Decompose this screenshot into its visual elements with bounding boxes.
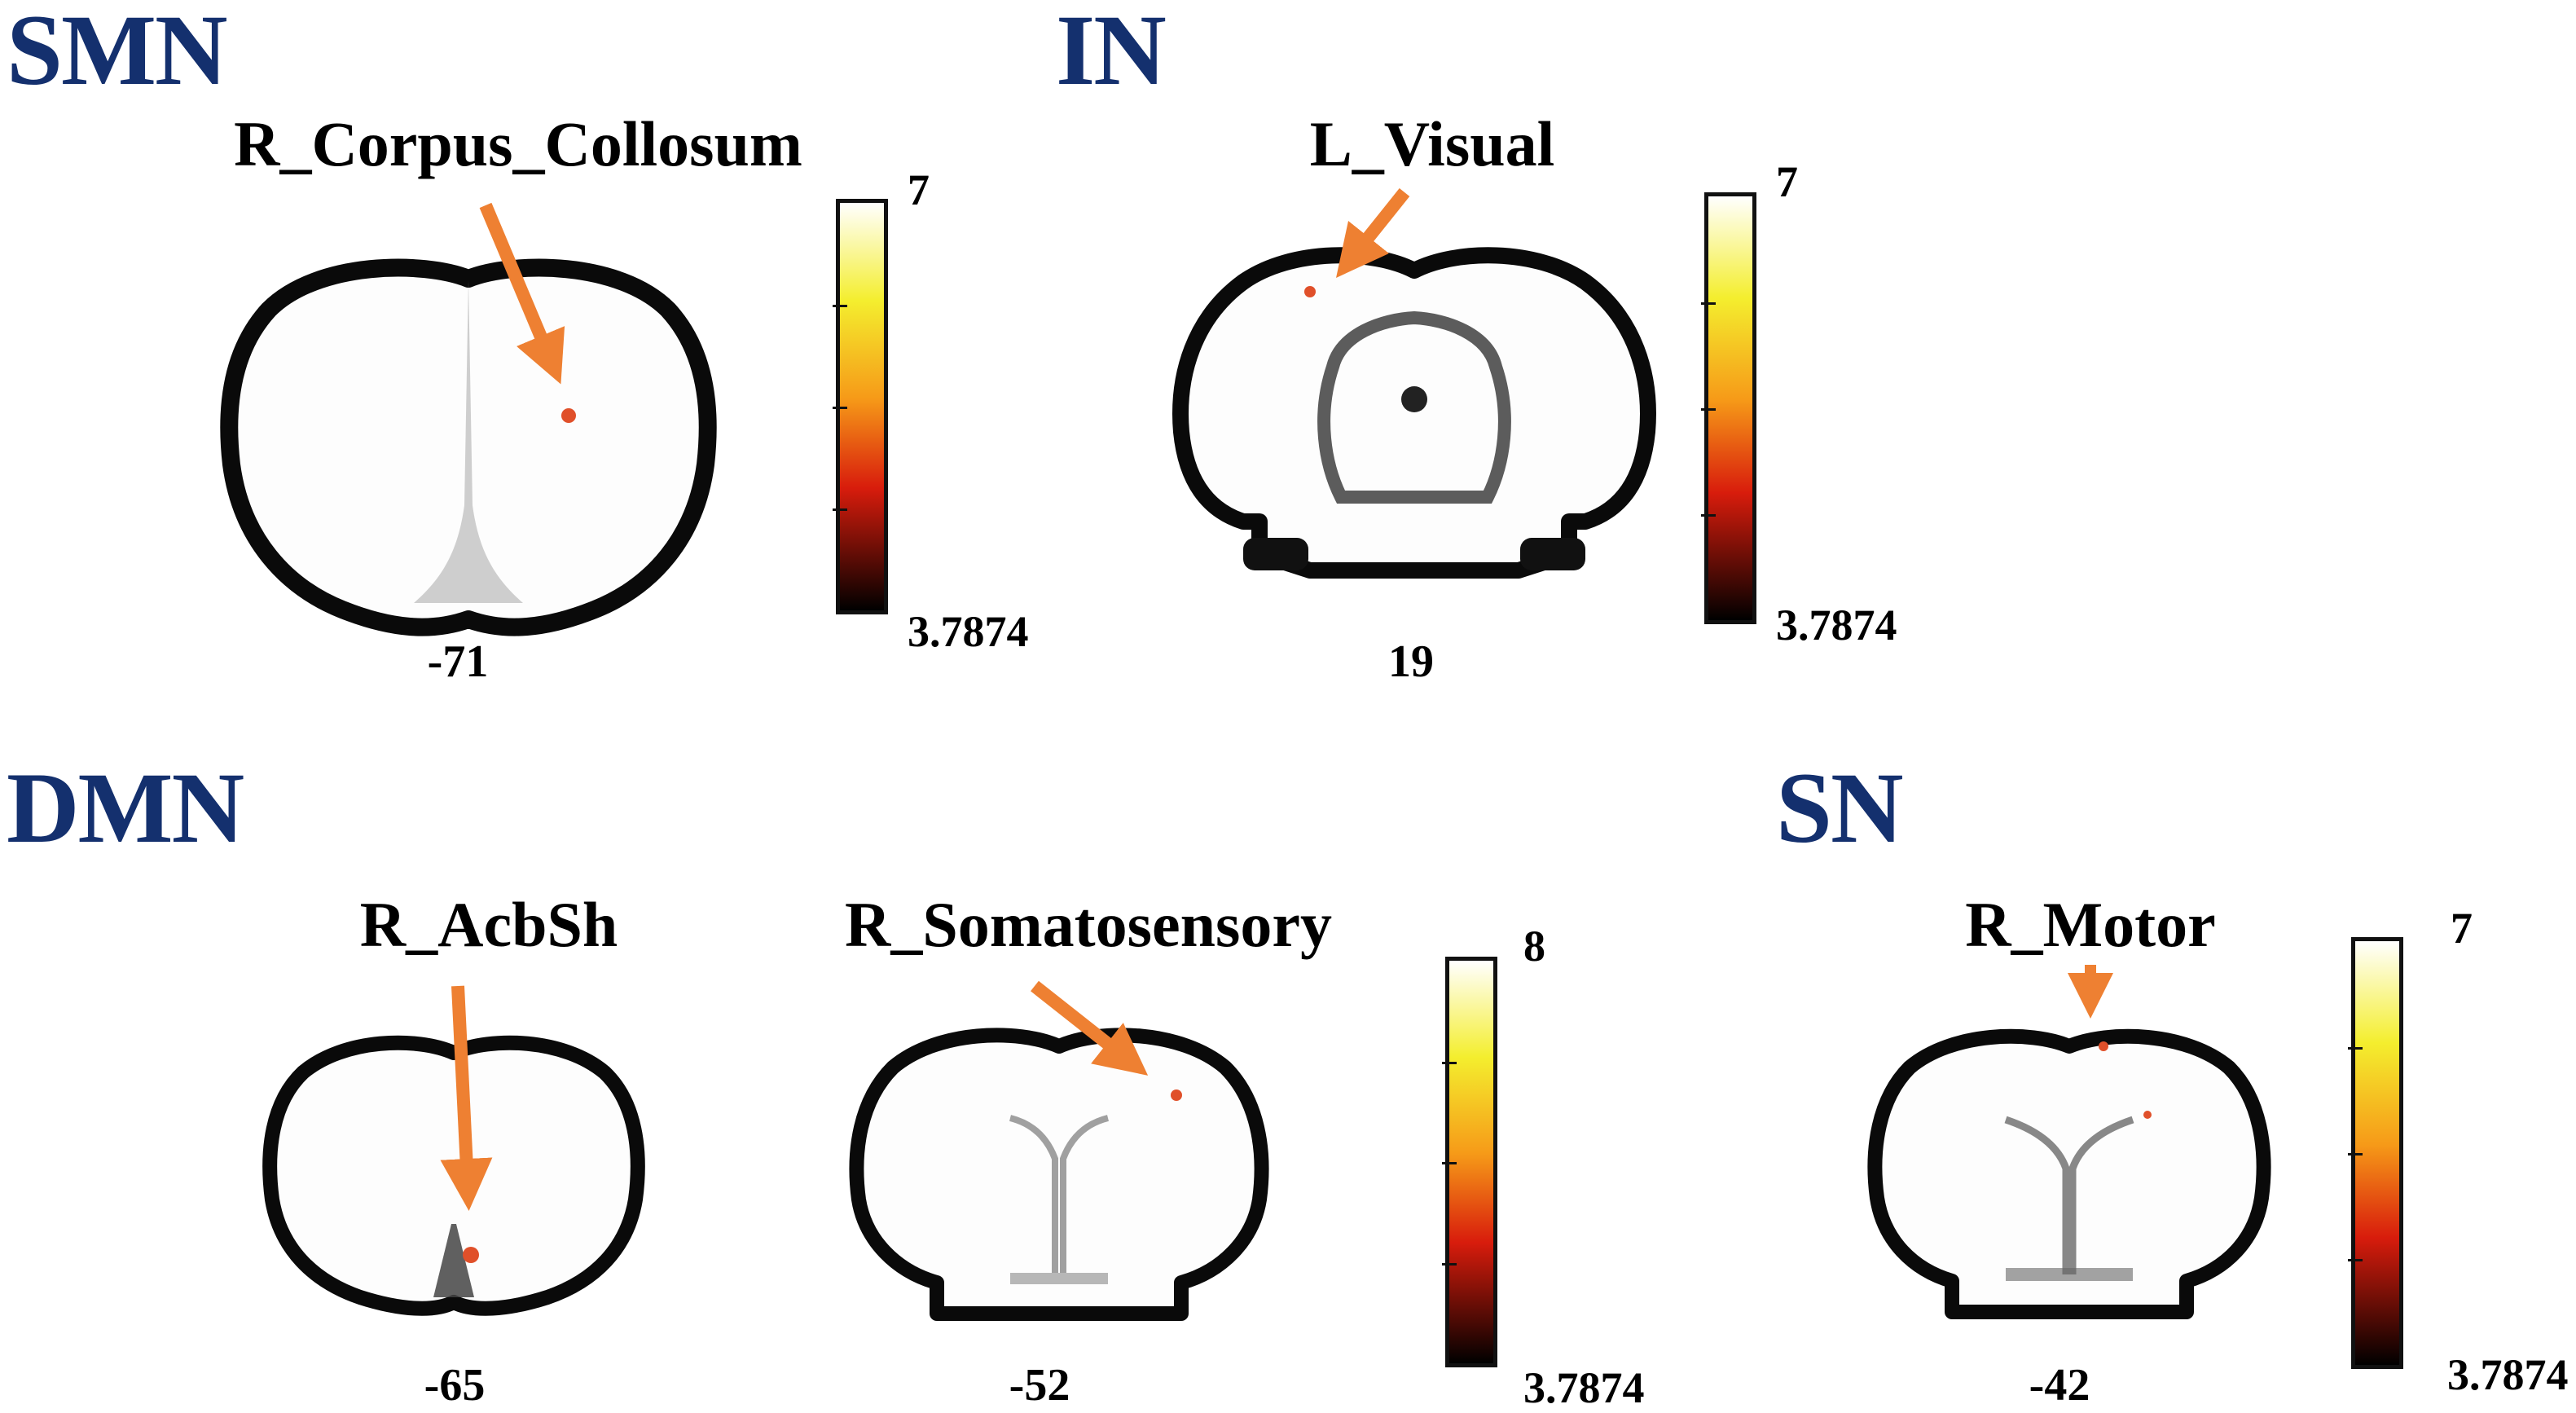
colorbar-tick bbox=[1701, 514, 1716, 517]
brain-slice-sn-42 bbox=[1867, 1028, 2271, 1319]
brain-base bbox=[2006, 1268, 2133, 1281]
colorbar-tick bbox=[2348, 1047, 2363, 1050]
brain-midline bbox=[433, 1224, 474, 1297]
ventricle bbox=[1401, 386, 1427, 412]
brain-slice-in-19 bbox=[1172, 247, 1656, 579]
colorbar-max-label: 7 bbox=[908, 165, 930, 214]
slice-coordinate: -42 bbox=[2029, 1360, 2090, 1411]
brain-outline bbox=[1172, 247, 1656, 579]
network-heading-dmn: DMN bbox=[7, 752, 244, 864]
colorbar-tick bbox=[1442, 1262, 1457, 1266]
brain-slice-smn-71 bbox=[220, 258, 717, 636]
slice-coordinate: -71 bbox=[427, 636, 489, 687]
network-heading-smn: SMN bbox=[7, 0, 228, 106]
network-heading-sn: SN bbox=[1776, 752, 1904, 864]
colorbar-tick bbox=[1442, 1162, 1457, 1164]
activation-blob bbox=[463, 1247, 479, 1263]
brain-base bbox=[1010, 1273, 1108, 1284]
colorbar-in bbox=[1701, 192, 1756, 624]
brain-lobe-right bbox=[1520, 538, 1585, 570]
arrow-r-acbsh bbox=[440, 985, 493, 1211]
brain-slice-dmn-52 bbox=[849, 1028, 1269, 1321]
brain-lobe-left bbox=[1243, 538, 1308, 570]
colorbar-tick bbox=[833, 508, 847, 511]
colorbar-tick bbox=[1701, 302, 1716, 305]
colorbar-sn bbox=[2348, 937, 2403, 1369]
brain-midline bbox=[414, 280, 523, 603]
colorbar-max-label: 8 bbox=[1523, 922, 1545, 971]
region-label-r-somatosensory: R_Somatosensory bbox=[845, 889, 1332, 960]
arrow-r-somatosensory bbox=[1031, 980, 1149, 1076]
arrow-r-corpus-collosum bbox=[479, 202, 565, 385]
colorbar-tick bbox=[833, 407, 847, 409]
colorbar-min-label: 3.7874 bbox=[1523, 1363, 1645, 1412]
activation-blob bbox=[1304, 286, 1316, 297]
activation-blob bbox=[2143, 1111, 2152, 1119]
colorbar-min-label: 3.7874 bbox=[1776, 601, 1897, 649]
slice-coordinate: -52 bbox=[1009, 1360, 1070, 1411]
activation-blob bbox=[1171, 1089, 1182, 1101]
colorbar-tick bbox=[1701, 408, 1716, 411]
brain-midline bbox=[1009, 1115, 1110, 1273]
inner-contour bbox=[1317, 310, 1511, 504]
slice-coordinate: 19 bbox=[1388, 636, 1434, 687]
arrow-l-visual bbox=[1336, 188, 1410, 278]
colorbar-min-label: 3.7874 bbox=[908, 607, 1029, 656]
colorbar-tick bbox=[2348, 1153, 2363, 1155]
activation-blob bbox=[561, 408, 576, 423]
region-label-r-corpus-collosum: R_Corpus_Collosum bbox=[234, 108, 802, 179]
brain-outline bbox=[849, 1028, 1269, 1321]
colorbar-dmn bbox=[1442, 957, 1497, 1367]
colorbar-tick bbox=[833, 305, 847, 307]
colorbar-tick bbox=[1442, 1061, 1457, 1064]
region-label-l-visual: L_Visual bbox=[1309, 108, 1555, 179]
colorbar-max-label: 7 bbox=[2451, 904, 2473, 953]
brain-midline bbox=[2004, 1116, 2134, 1274]
colorbar-smn bbox=[833, 199, 888, 614]
region-label-r-motor: R_Motor bbox=[1965, 889, 2216, 960]
colorbar-tick bbox=[2348, 1259, 2363, 1261]
colorbar-max-label: 7 bbox=[1776, 157, 1798, 206]
slice-coordinate: -65 bbox=[424, 1360, 486, 1411]
network-heading-in: IN bbox=[1056, 0, 1167, 106]
region-label-r-acbsh: R_AcbSh bbox=[359, 889, 618, 960]
colorbar-min-label: 3.7874 bbox=[2447, 1350, 2569, 1399]
activation-blob bbox=[2099, 1041, 2108, 1051]
